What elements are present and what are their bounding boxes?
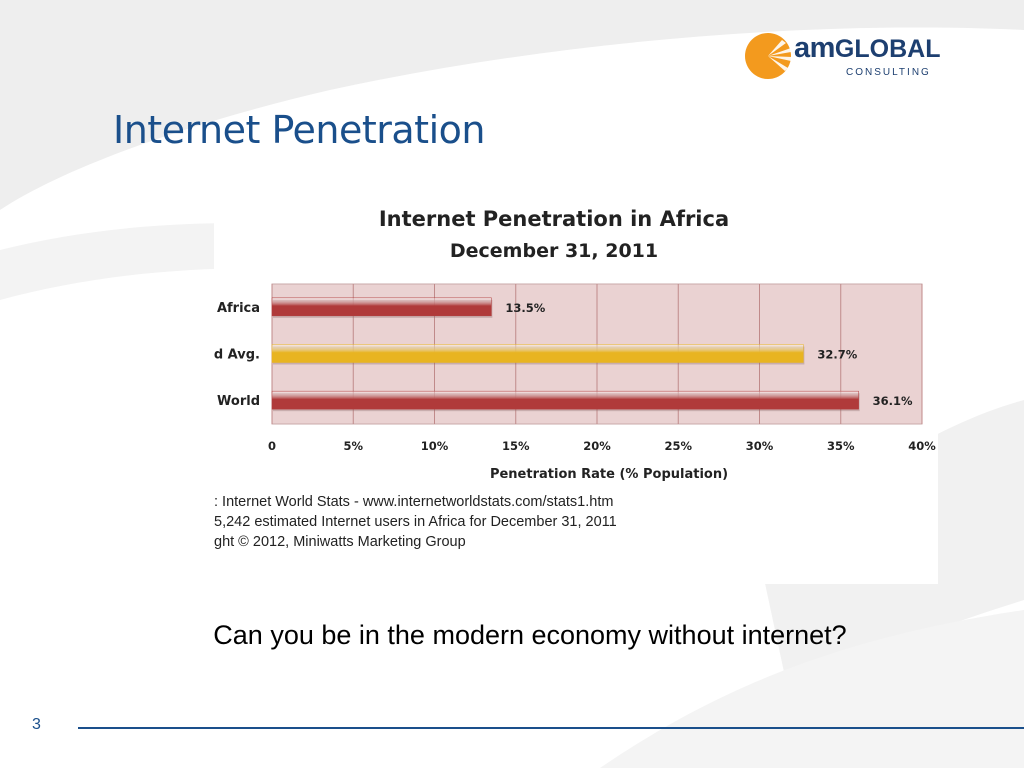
chart-subtitle: December 31, 2011 xyxy=(450,240,658,262)
bar xyxy=(271,344,804,363)
slide-title: Internet Penetration xyxy=(113,108,485,152)
x-tick-label: 0 xyxy=(268,439,276,453)
x-tick-label: 40% xyxy=(908,439,936,453)
x-tick-label: 15% xyxy=(502,439,530,453)
amglobal-logo: amGLOBAL CONSULTING xyxy=(742,28,957,84)
category-label: ld Avg. xyxy=(214,348,260,363)
bar-chart: Internet Penetration in Africa December 3… xyxy=(214,207,936,550)
category-label: Africa xyxy=(217,301,260,316)
bar xyxy=(271,297,492,317)
logo-wordmark: amGLOBAL xyxy=(794,32,940,65)
source-note: : Internet World Stats - www.internetwor… xyxy=(214,494,613,510)
page-number: 3 xyxy=(32,716,41,733)
logo-wordmark-main: GLOBAL xyxy=(834,35,941,63)
chart-panel: Internet Penetration in Africa December 3… xyxy=(214,196,938,584)
data-label: 13.5% xyxy=(505,301,545,315)
category-label: World xyxy=(217,394,260,409)
data-label: 36.1% xyxy=(873,394,913,408)
data-label: 32.7% xyxy=(817,348,857,362)
x-tick-label: 10% xyxy=(421,439,449,453)
chart-title: Internet Penetration in Africa xyxy=(379,207,729,231)
bar xyxy=(271,390,859,410)
sunburst-icon xyxy=(745,33,792,79)
logo-wordmark-prefix: am xyxy=(794,32,835,64)
x-tick-label: 30% xyxy=(746,439,774,453)
source-note: ght © 2012, Miniwatts Marketing Group xyxy=(214,534,466,550)
slide-caption: Can you be in the modern economy without… xyxy=(213,620,847,650)
x-tick-label: 35% xyxy=(827,439,855,453)
x-axis-label: Penetration Rate (% Population) xyxy=(490,467,728,482)
footer-divider xyxy=(78,727,1024,729)
source-note: 5,242 estimated Internet users in Africa… xyxy=(214,514,617,530)
x-tick-label: 20% xyxy=(583,439,611,453)
x-tick-label: 5% xyxy=(343,439,363,453)
x-tick-label: 25% xyxy=(664,439,692,453)
logo-tagline: CONSULTING xyxy=(846,67,931,78)
